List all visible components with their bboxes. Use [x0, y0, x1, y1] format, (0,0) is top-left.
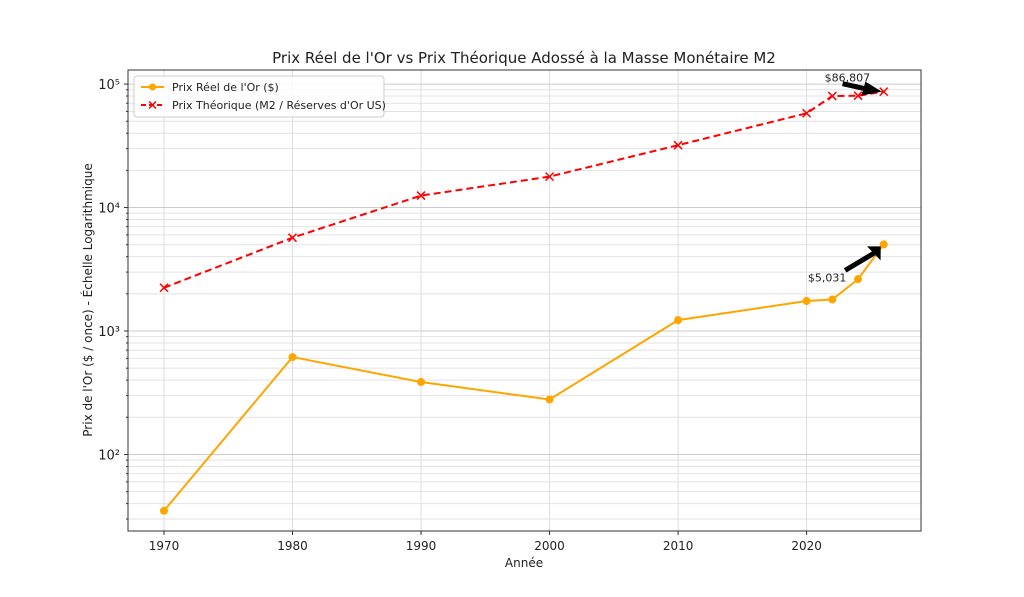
legend-circle-marker [149, 83, 156, 91]
data-point [545, 172, 555, 182]
y-tick-label: 10² [98, 448, 120, 463]
x-axis-label: Année [505, 556, 543, 570]
data-point [159, 506, 168, 515]
data-point [802, 108, 812, 118]
y-tick-label: 10⁵ [98, 78, 120, 93]
legend-x-marker [148, 100, 157, 110]
data-point [288, 353, 297, 362]
series-line-0 [163, 243, 885, 512]
y-tick-label: 10³ [98, 325, 120, 340]
data-point [853, 91, 863, 101]
annotation-arrow [843, 250, 877, 273]
data-point [417, 378, 426, 387]
annotation-label: $86,807 [825, 72, 871, 85]
data-point [673, 140, 683, 150]
chart-title: Prix Réel de l'Or vs Prix Théorique Ados… [272, 49, 776, 67]
y-tick-label: 10⁴ [98, 202, 120, 217]
data-point [854, 275, 863, 284]
data-point [828, 295, 837, 304]
annotation-label: $5,031 [808, 271, 847, 284]
plot-frame [127, 69, 922, 532]
annotation-arrowhead [867, 246, 881, 261]
data-point [674, 316, 683, 325]
data-point [287, 233, 298, 243]
legend-label-real: Prix Réel de l'Or ($) [172, 81, 279, 94]
legend: Prix Réel de l'Or ($) Prix Théorique (M2… [133, 75, 386, 118]
x-tick-label: 1980 [277, 539, 308, 553]
data-point [545, 395, 554, 404]
y-axis-label: Prix de l'Or ($ / once) - Échelle Logari… [80, 163, 95, 436]
data-point [159, 283, 169, 293]
data-point [879, 87, 889, 97]
series-line-1 [163, 90, 884, 289]
data-point [416, 191, 426, 201]
x-tick-label: 2000 [534, 539, 565, 553]
x-tick-label: 1970 [149, 539, 180, 553]
data-point [827, 91, 837, 101]
x-tick-label: 2020 [791, 539, 822, 553]
x-tick-label: 1990 [406, 539, 437, 553]
x-tick-label: 2010 [663, 539, 694, 553]
data-point [802, 296, 811, 305]
annotation-arrowhead [861, 81, 882, 96]
data-point [879, 240, 888, 249]
legend-label-theoretical: Prix Théorique (M2 / Réserves d'Or US) [172, 99, 386, 112]
